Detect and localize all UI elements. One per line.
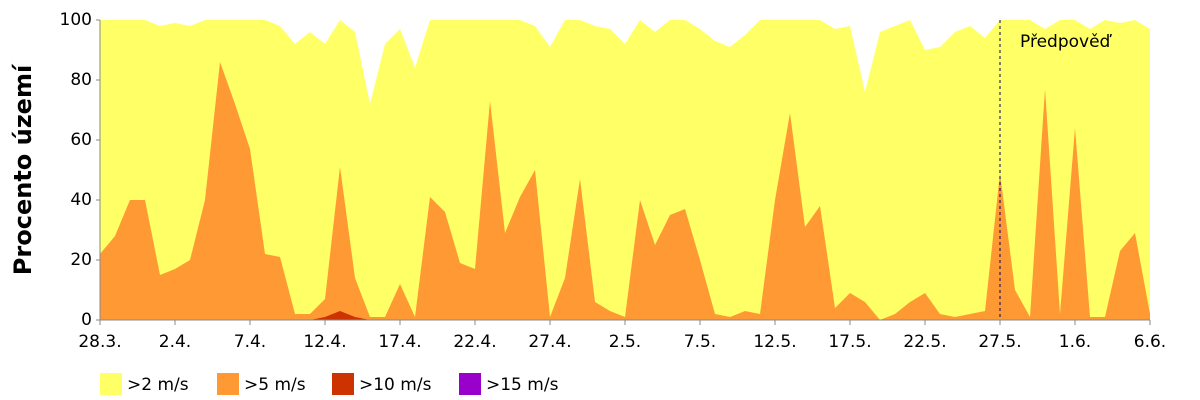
legend-label: >2 m/s bbox=[127, 375, 189, 395]
x-tick-label: 2.5. bbox=[609, 332, 641, 352]
y-tick-label: 20 bbox=[70, 250, 92, 270]
x-tick-label: 7.5. bbox=[684, 332, 716, 352]
y-tick-label: 40 bbox=[70, 190, 92, 210]
annotation: Předpověď bbox=[1020, 32, 1113, 52]
y-tick-label: 100 bbox=[60, 10, 92, 30]
legend-label: >5 m/s bbox=[244, 375, 306, 395]
legend-label: >15 m/s bbox=[486, 375, 559, 395]
area bbox=[100, 20, 1150, 320]
x-tick-label: 22.5. bbox=[903, 332, 946, 352]
x-tick-label: 12.4. bbox=[303, 332, 346, 352]
x-tick-label: 28.3. bbox=[78, 332, 121, 352]
x-tick-label: 17.4. bbox=[378, 332, 421, 352]
x-tick-label: 12.5. bbox=[753, 332, 796, 352]
x-tick-label: 2.4. bbox=[159, 332, 191, 352]
y-tick-label: 60 bbox=[70, 130, 92, 150]
x-tick-label: 7.4. bbox=[234, 332, 266, 352]
y-axis-label: Procento území bbox=[9, 63, 37, 275]
y-tick-label: 80 bbox=[70, 70, 92, 90]
x-tick-label: 1.6. bbox=[1059, 332, 1091, 352]
legend-swatch bbox=[459, 373, 481, 395]
legend-label: >10 m/s bbox=[359, 375, 432, 395]
x-tick-label: 22.4. bbox=[453, 332, 496, 352]
x-tick-label: 17.5. bbox=[828, 332, 871, 352]
legend-swatch bbox=[100, 373, 122, 395]
x-tick-label: 6.6. bbox=[1134, 332, 1166, 352]
legend-swatch bbox=[332, 373, 354, 395]
area bbox=[100, 62, 1150, 320]
y-tick-label: 0 bbox=[81, 310, 92, 330]
x-tick-label: 27.4. bbox=[528, 332, 571, 352]
legend-swatch bbox=[217, 373, 239, 395]
x-tick-label: 27.5. bbox=[978, 332, 1021, 352]
